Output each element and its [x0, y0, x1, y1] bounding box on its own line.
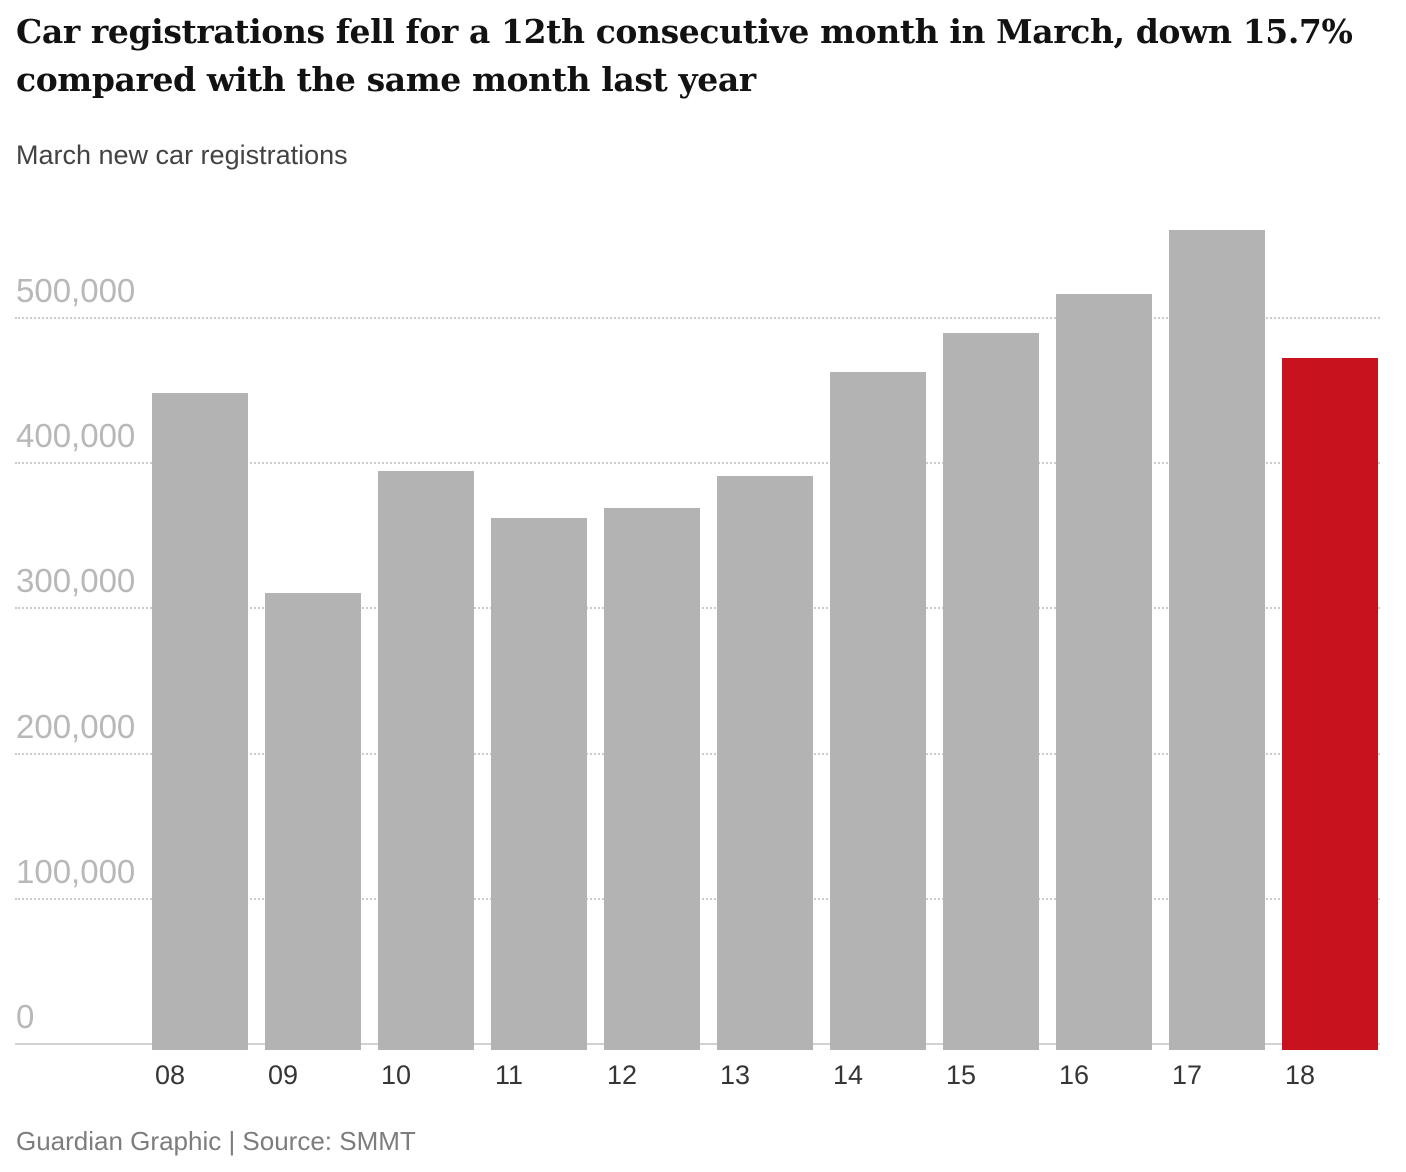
bar-16	[1056, 294, 1152, 1050]
bar-17	[1169, 230, 1265, 1050]
chart-subtitle: March new car registrations	[16, 140, 348, 170]
bar-11	[491, 518, 587, 1050]
y-tick-label-0: 0	[16, 998, 35, 1035]
bar-13	[717, 476, 813, 1050]
bar-10	[378, 471, 474, 1050]
x-tick-label-08: 08	[154, 1060, 186, 1090]
bar-12	[604, 508, 700, 1050]
page-title-line-1: Car registrations fell for a 12th consec…	[16, 12, 1353, 51]
x-tick-label-13: 13	[719, 1060, 751, 1090]
y-tick-label-400,000: 400,000	[16, 417, 136, 454]
x-tick-label-16: 16	[1058, 1060, 1090, 1090]
bar-15	[943, 333, 1039, 1050]
bar-chart-plot-area: 0 100,000 200,000 300,000 400,000 500,000	[15, 190, 1380, 1050]
gridline-500,000	[15, 316, 1380, 319]
bar-09	[265, 593, 361, 1050]
x-tick-label-12: 12	[606, 1060, 638, 1090]
x-tick-label-09: 09	[267, 1060, 299, 1090]
x-tick-label-17: 17	[1171, 1060, 1203, 1090]
y-tick-label-300,000: 300,000	[16, 562, 136, 600]
bar-14	[830, 372, 926, 1050]
x-tick-label-10: 10	[380, 1060, 412, 1090]
bar-08	[152, 393, 248, 1050]
y-tick-label-500,000: 500,000	[16, 271, 136, 309]
gridline-400,000	[15, 462, 1380, 464]
x-tick-label-15: 15	[945, 1060, 977, 1090]
bar-18-highlighted	[1282, 358, 1378, 1050]
y-tick-label-100,000: 100,000	[16, 852, 136, 890]
source-credit: Guardian Graphic | Source: SMMT	[16, 1126, 416, 1156]
x-tick-label-14: 14	[832, 1060, 864, 1090]
y-tick-label-200,000: 200,000	[16, 707, 136, 745]
x-tick-label-18: 18	[1284, 1060, 1316, 1090]
x-tick-label-11: 11	[494, 1060, 524, 1090]
page-title-line-2: compared with the same month last year	[16, 60, 756, 99]
page-title: Car registrations fell for a 12th consec…	[16, 8, 1396, 104]
